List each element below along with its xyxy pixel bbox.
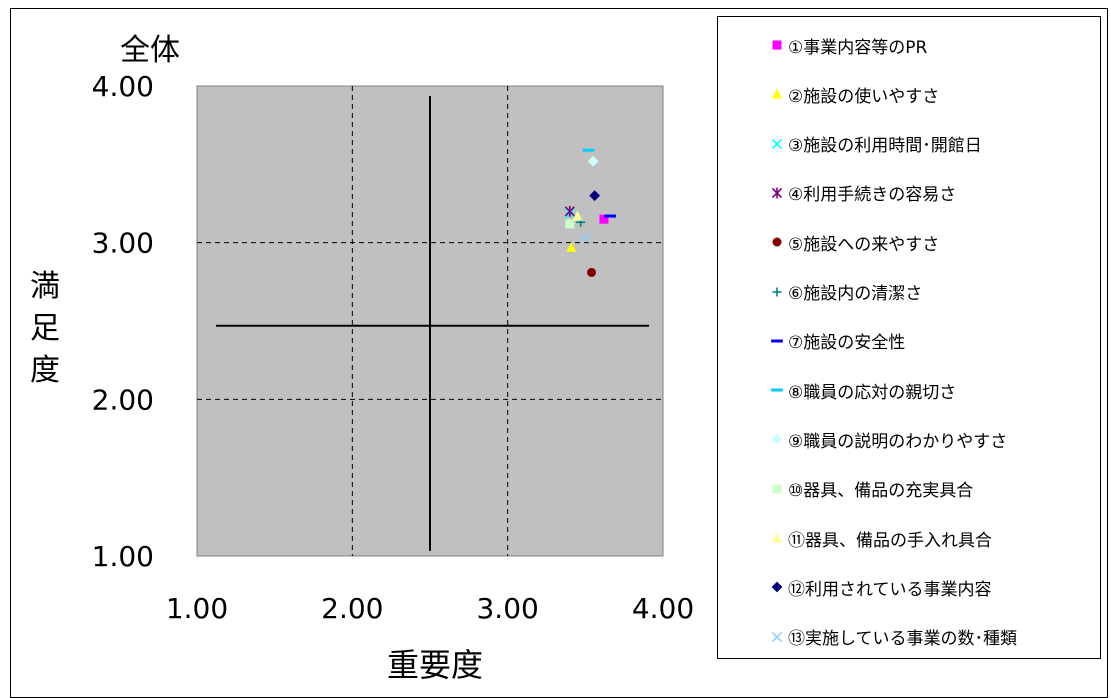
- legend-item-8: ⑧職員の応対の親切さ: [770, 378, 957, 403]
- legend-label: ⑦施設の安全性: [788, 333, 906, 354]
- legend: ①事業内容等のPR ②施設の使いやすさ ③施設の利用時間･開館日 ④利用手続きの容易さ…: [717, 16, 1101, 659]
- legend-item-11: ⑪器具、備品の手入れ具合: [770, 526, 992, 551]
- data-point-9: [587, 155, 599, 167]
- legend-marker-icon: [772, 484, 782, 494]
- legend-label: ⑬実施している事業の数･種類: [788, 629, 1017, 650]
- x-tick-label: 1.00: [166, 592, 228, 625]
- legend-marker-icon: [772, 40, 782, 50]
- x-tick-label: 2.00: [321, 592, 383, 625]
- legend-label: ⑤施設への来やすさ: [788, 234, 940, 255]
- legend-marker-icon: [772, 237, 782, 247]
- data-point-1: [599, 214, 609, 224]
- legend-marker-icon: [772, 532, 782, 543]
- legend-item-5: ⑤施設への来やすさ: [770, 230, 940, 255]
- data-point-11: [572, 210, 583, 221]
- x-tick-label: 4.00: [632, 592, 694, 625]
- legend-label: ⑪器具、備品の手入れ具合: [788, 530, 992, 551]
- legend-label: ⑥施設内の清潔さ: [788, 284, 923, 304]
- legend-item-9: ⑨職員の説明のわかりやすさ: [770, 427, 1008, 452]
- data-point-2: [566, 241, 577, 252]
- legend-label: ⑧職員の応対の親切さ: [788, 382, 957, 403]
- y-tick-label: 1.00: [92, 540, 154, 573]
- legend-label: ④利用手続きの容易さ: [788, 185, 957, 206]
- legend-marker-icon: [771, 388, 783, 392]
- data-point-12: [589, 190, 601, 202]
- y-tick-label: 4.00: [92, 70, 154, 103]
- chart-title: 全体: [120, 33, 180, 68]
- legend-marker-icon: [771, 631, 783, 642]
- legend-item-4: ④利用手続きの容易さ: [770, 181, 956, 205]
- legend-item-1: ①事業内容等のPR: [770, 33, 928, 58]
- legend-label: ③施設の利用時間･開館日: [788, 136, 982, 157]
- data-point-7: [604, 214, 617, 218]
- legend-marker-icon: [771, 433, 783, 445]
- legend-item-13: ⑬実施している事業の数･種類: [770, 625, 1017, 649]
- data-point-10: [565, 219, 575, 229]
- y-tick-label: 2.00: [92, 383, 154, 416]
- legend-label: ⑨職員の説明のわかりやすさ: [788, 431, 1008, 452]
- data-point-8: [582, 148, 595, 152]
- legend-label: ⑩器具、備品の充実具合: [788, 481, 974, 502]
- scatter-chart: 1.00 2.00 3.00 4.001.002.003.004.00 全体 重要度 …: [30, 33, 694, 684]
- y-tick-label: 3.00: [92, 227, 154, 260]
- legend-item-6: ⑥施設内の清潔さ: [770, 280, 922, 304]
- y-axis-label: 満足度: [30, 269, 60, 388]
- legend-label: ①事業内容等のPR: [788, 37, 928, 58]
- legend-marker-icon: [771, 138, 783, 149]
- x-tick-label: 3.00: [476, 592, 538, 625]
- legend-item-12: ⑫利用されている事業内容: [770, 575, 992, 600]
- data-point-13: [580, 232, 591, 244]
- legend-item-7: ⑦施設の安全性: [770, 329, 905, 353]
- legend-item-2: ②施設の使いやすさ: [770, 82, 940, 107]
- x-axis-label: 重要度: [387, 646, 483, 684]
- data-point-4: [564, 205, 575, 217]
- legend-marker-icon: [771, 581, 783, 593]
- legend-label: ②施設の使いやすさ: [788, 86, 940, 107]
- legend-marker-icon: [771, 187, 783, 199]
- legend-label: ⑫利用されている事業内容: [788, 579, 992, 600]
- legend-item-10: ⑩器具、備品の充実具合: [770, 477, 973, 501]
- legend-marker-icon: [772, 287, 782, 296]
- legend-item-3: ③施設の利用時間･開館日: [770, 132, 982, 156]
- legend-marker-icon: [771, 339, 783, 343]
- legend-marker-icon: [772, 88, 782, 99]
- data-point-5: [587, 267, 597, 277]
